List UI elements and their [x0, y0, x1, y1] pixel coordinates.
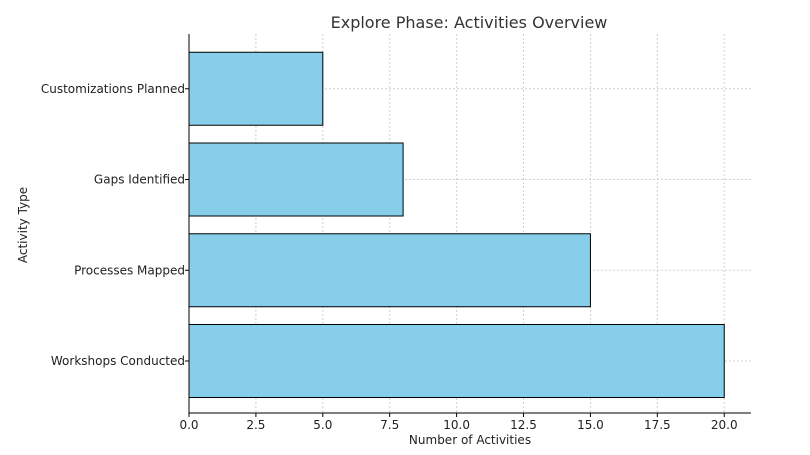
x-tick-label: 7.5 — [380, 418, 399, 432]
x-tick-label: 5.0 — [313, 418, 332, 432]
x-tick-label: 15.0 — [577, 418, 604, 432]
bars — [188, 51, 725, 398]
x-tick-label: 0.0 — [179, 418, 198, 432]
x-tick-label: 2.5 — [246, 418, 265, 432]
y-axis-ticks: Workshops Conducted Processes Mapped Gaps … — [41, 82, 189, 368]
bar — [188, 142, 404, 217]
x-axis-ticks: 0.0 2.5 5.0 7.5 10.0 12.5 15.0 17.5 20.0 — [179, 413, 738, 432]
bar — [188, 51, 324, 126]
y-tick-label: Gaps Identified — [94, 173, 185, 187]
y-tick-label: Processes Mapped — [74, 263, 185, 277]
y-tick-label: Customizations Planned — [41, 82, 185, 96]
x-tick-label: 20.0 — [711, 418, 738, 432]
x-axis-label: Number of Activities — [409, 433, 531, 447]
x-tick-label: 10.0 — [443, 418, 470, 432]
y-axis-label: Activity Type — [16, 187, 30, 263]
bar — [188, 233, 591, 308]
chart-title: Explore Phase: Activities Overview — [331, 13, 608, 32]
x-tick-label: 12.5 — [510, 418, 537, 432]
x-tick-label: 17.5 — [644, 418, 671, 432]
y-tick-label: Workshops Conducted — [51, 354, 185, 368]
bar — [188, 324, 725, 398]
